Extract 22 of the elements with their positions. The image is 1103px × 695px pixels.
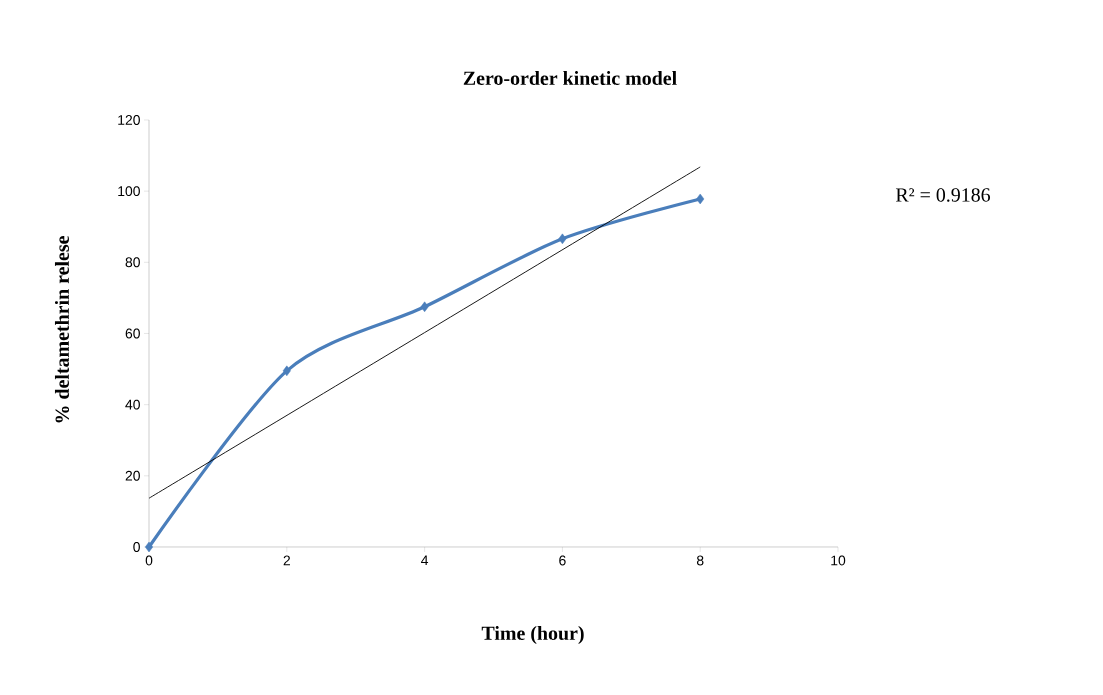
y-tick-label: 0 bbox=[133, 542, 140, 552]
y-tick-label: 100 bbox=[118, 186, 140, 197]
point bbox=[558, 233, 567, 245]
point bbox=[696, 193, 705, 205]
y-tick-label: 40 bbox=[125, 399, 140, 410]
chart-title: Zero-order kinetic model bbox=[463, 70, 677, 85]
y-tick-label: 120 bbox=[118, 115, 140, 125]
x-tick-label: 4 bbox=[421, 555, 429, 566]
point bbox=[282, 365, 291, 377]
text: R² = 0.9186 bbox=[895, 188, 991, 202]
x-axis-title: Time (hour) bbox=[481, 625, 584, 645]
x-tick-label: 8 bbox=[696, 555, 704, 566]
point bbox=[420, 301, 429, 313]
y-tick-label: 60 bbox=[125, 328, 140, 339]
x-tick-label: 0 bbox=[145, 555, 153, 566]
point bbox=[145, 541, 154, 553]
y-tick-label: 20 bbox=[125, 470, 140, 481]
y-axis-title: % deltamethrin relese bbox=[54, 236, 70, 423]
y-tick-label: 80 bbox=[125, 257, 140, 268]
x-tick-label: 2 bbox=[283, 555, 290, 566]
x-tick-label: 10 bbox=[831, 555, 846, 566]
x-tick-label: 6 bbox=[559, 555, 566, 566]
